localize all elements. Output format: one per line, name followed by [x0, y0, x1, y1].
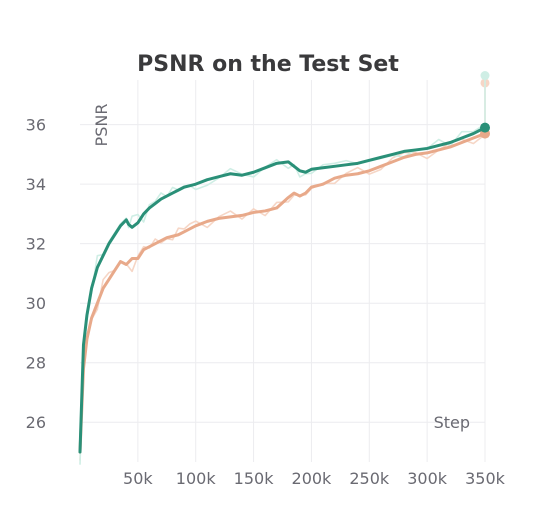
- x-axis-label: Step: [434, 413, 470, 432]
- x-tick-label: 200k: [292, 469, 333, 488]
- y-tick-label: 34: [26, 175, 46, 194]
- y-tick-label: 32: [26, 235, 46, 254]
- x-tick-label: 350k: [465, 469, 506, 488]
- series-raw-end-point: [480, 71, 490, 81]
- x-tick-label: 150k: [234, 469, 275, 488]
- y-tick-label: 28: [26, 354, 46, 373]
- x-tick-label: 100k: [176, 469, 217, 488]
- series-raw-line: [79, 82, 486, 461]
- y-tick-label: 30: [26, 294, 46, 313]
- series-layer: [78, 71, 490, 465]
- x-tick-label: 250k: [349, 469, 390, 488]
- chart-title: PSNR on the Test Set: [137, 52, 399, 77]
- series-smoothed-line: [78, 126, 487, 454]
- y-axis-label: PSNR: [92, 104, 111, 147]
- y-tick-label: 36: [26, 116, 46, 135]
- grid-layer: [80, 80, 486, 462]
- tick-labels: 26 28 30 32 34 36 50k 100k 150k 200k 250k 300k 350k: [26, 116, 506, 488]
- y-tick-label: 26: [26, 413, 46, 432]
- x-tick-label: 300k: [407, 469, 448, 488]
- series-smoothed-line: [78, 132, 487, 454]
- series-raw-line: [79, 75, 486, 465]
- series-end-point: [480, 122, 490, 133]
- x-tick-label: 50k: [123, 469, 153, 488]
